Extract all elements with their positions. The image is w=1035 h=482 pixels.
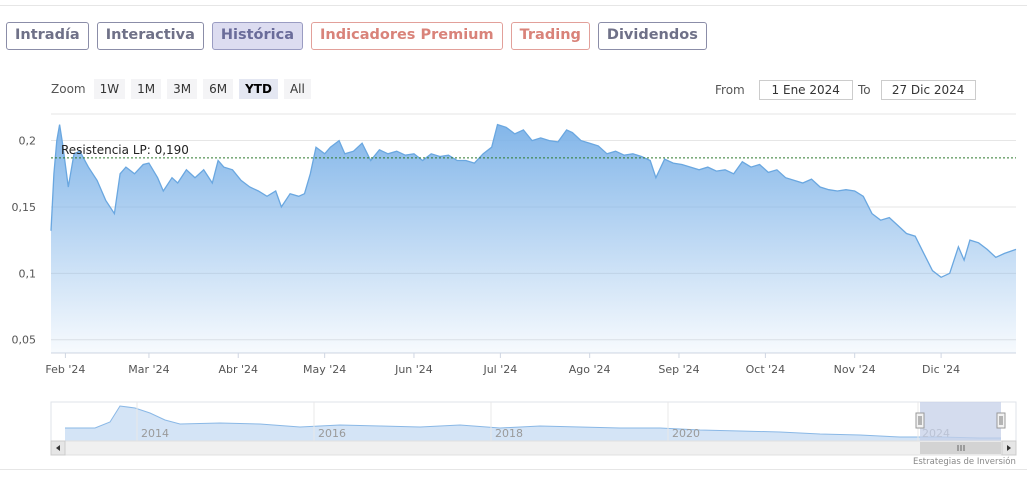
navigator[interactable]: 20142016201820202024 xyxy=(50,401,1017,456)
range-from-input[interactable]: 1 Ene 2024 xyxy=(758,80,853,100)
price-line xyxy=(50,123,1017,279)
zoom-6m-button[interactable]: 6M xyxy=(203,79,234,99)
chart-tabs: Intradía Interactiva Histórica Indicador… xyxy=(6,22,707,50)
arrow-left-icon xyxy=(56,445,60,451)
tab-historica[interactable]: Histórica xyxy=(211,22,304,50)
x-tick-label: Dic '24 xyxy=(922,363,960,376)
navigator-area xyxy=(65,406,1001,441)
zoom-ytd-button[interactable]: YTD xyxy=(239,79,278,99)
x-tick-label: Jul '24 xyxy=(482,363,517,376)
y-tick-label: 0,05 xyxy=(12,334,37,347)
x-tick-label: May '24 xyxy=(303,363,346,376)
zoom-all-button[interactable]: All xyxy=(283,79,311,99)
x-tick-label: Sep '24 xyxy=(658,363,699,376)
range-from-label: From xyxy=(715,83,745,97)
y-tick-label: 0,2 xyxy=(19,135,37,148)
zoom-3m-button[interactable]: 3M xyxy=(167,79,198,99)
bottom-divider xyxy=(0,469,1027,470)
zoom-label: Zoom xyxy=(51,82,86,96)
tab-dividendos[interactable]: Dividendos xyxy=(597,22,707,50)
navigator-selection[interactable] xyxy=(920,402,1001,441)
chart-credit: Estrategias de Inversión xyxy=(913,457,1016,467)
x-tick-label: Mar '24 xyxy=(128,363,169,376)
price-area xyxy=(51,124,1016,353)
tab-indicadores-premium[interactable]: Indicadores Premium xyxy=(311,22,503,50)
range-to-label: To xyxy=(858,83,871,97)
x-tick-label: Jun '24 xyxy=(394,363,433,376)
scrollbar-track[interactable] xyxy=(50,440,1017,456)
y-tick-label: 0,15 xyxy=(12,201,37,214)
x-tick-label: Nov '24 xyxy=(834,363,876,376)
navigator-tick-label: 2014 xyxy=(141,427,169,440)
x-tick-label: Feb '24 xyxy=(45,363,85,376)
tab-intradia[interactable]: Intradía xyxy=(6,22,89,50)
y-tick-label: 0,1 xyxy=(19,267,37,280)
navigator-handle[interactable] xyxy=(915,412,925,429)
navigator-tick-label: 2016 xyxy=(318,427,346,440)
x-tick-label: Oct '24 xyxy=(746,363,786,376)
tab-trading[interactable]: Trading xyxy=(510,22,590,50)
arrow-right-icon xyxy=(1007,445,1011,451)
range-to-input[interactable]: 27 Dic 2024 xyxy=(880,80,976,100)
navigator-handle[interactable] xyxy=(996,412,1006,429)
x-tick-label: Abr '24 xyxy=(218,363,258,376)
top-divider xyxy=(0,5,1027,6)
navigator-tick-label: 2020 xyxy=(672,427,700,440)
zoom-1w-button[interactable]: 1W xyxy=(93,79,126,99)
navigator-line xyxy=(65,405,1001,439)
resistance-label: Resistencia LP: 0,190 xyxy=(61,143,189,157)
zoom-selector: Zoom 1W 1M 3M 6M YTD All xyxy=(51,79,311,99)
range-to: To 27 Dic 2024 xyxy=(858,80,976,100)
tab-interactiva[interactable]: Interactiva xyxy=(96,22,204,50)
x-tick-label: Ago '24 xyxy=(569,363,611,376)
range-from: From 1 Ene 2024 xyxy=(715,80,853,100)
navigator-tick-label: 2018 xyxy=(495,427,523,440)
zoom-1m-button[interactable]: 1M xyxy=(131,79,162,99)
